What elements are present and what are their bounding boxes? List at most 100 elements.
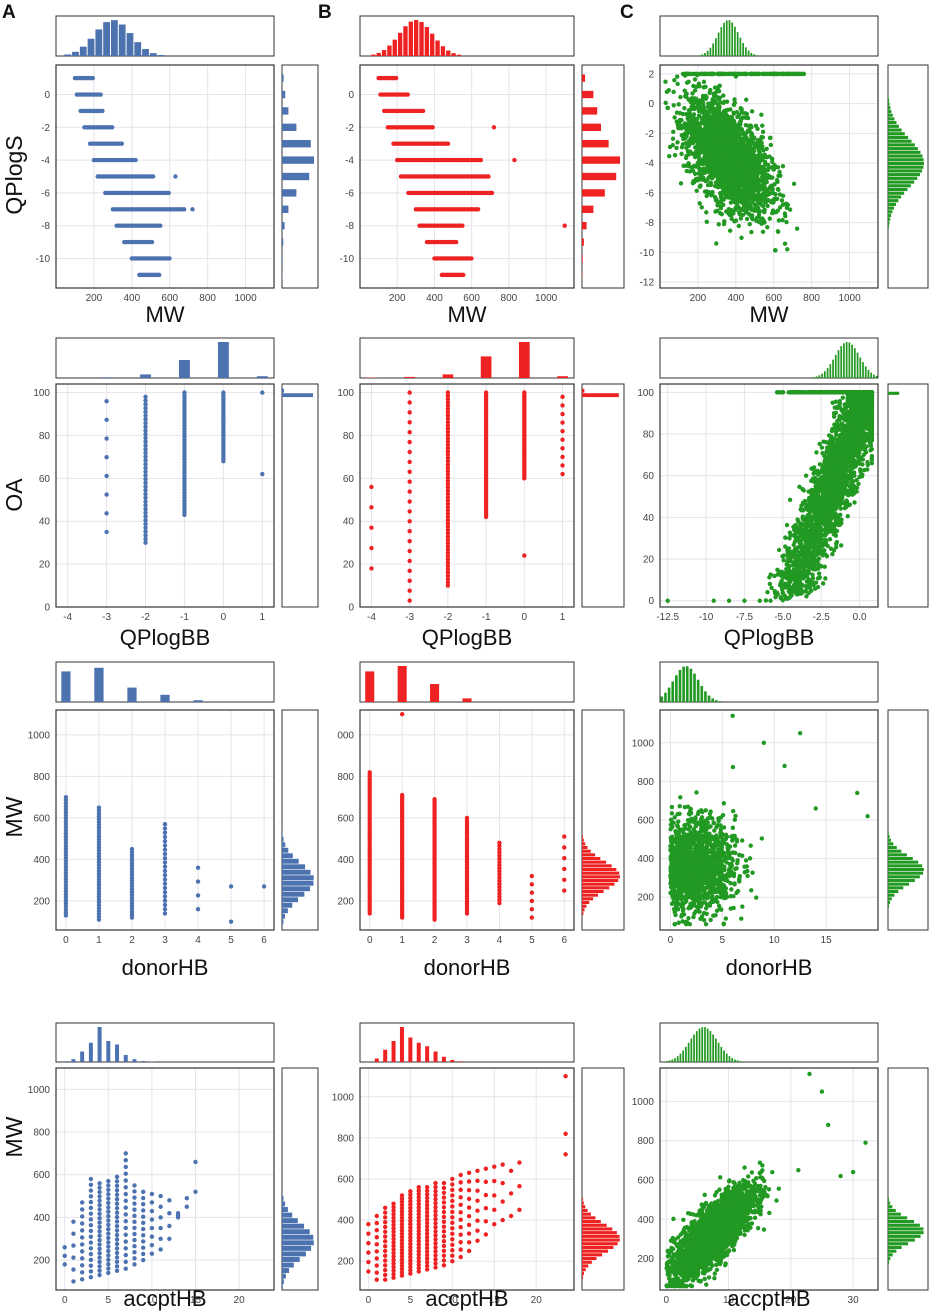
x-axis-label: QPlogBB [422, 625, 513, 650]
data-point [728, 200, 734, 205]
data-point [699, 161, 705, 167]
data-point [692, 77, 698, 82]
data-point [675, 74, 680, 79]
data-point [705, 123, 710, 129]
data-point [770, 175, 775, 180]
data-point [104, 417, 109, 423]
panel-label-c: C [620, 2, 634, 23]
data-point [709, 71, 714, 77]
data-point [683, 71, 689, 77]
data-point [770, 210, 775, 216]
data-point [684, 145, 689, 151]
data-point [747, 144, 752, 150]
histogram-bar [712, 43, 714, 56]
data-point [757, 146, 762, 151]
data-point [771, 197, 777, 202]
data-point [737, 187, 742, 192]
data-point [445, 141, 451, 146]
histogram-bar [179, 360, 190, 378]
data-point [407, 568, 412, 574]
x-tick-label: 1 [260, 612, 266, 623]
histogram-bar [282, 74, 284, 82]
marginal-y-bars [282, 74, 314, 279]
data-point [753, 171, 758, 176]
histogram-bar [414, 20, 419, 56]
y-tick-label: 100 [337, 388, 354, 399]
data-point [721, 93, 726, 98]
data-point [694, 84, 699, 89]
histogram-bar [704, 53, 706, 56]
x-tick-label: 1000 [838, 293, 861, 304]
data-point [739, 110, 745, 115]
y-tick-label: -10 [640, 248, 655, 259]
data-point [762, 186, 767, 192]
row-label-qplogs: QPlogS [1, 135, 27, 214]
histogram-bar [403, 26, 408, 56]
marginal-y-frame [581, 383, 625, 608]
data-point [692, 154, 698, 160]
data-point [712, 155, 718, 161]
data-point [781, 557, 786, 563]
x-axis-label: MW [447, 302, 486, 327]
data-point [749, 109, 755, 114]
data-point [784, 205, 790, 210]
data-point [791, 542, 796, 548]
data-point [715, 179, 720, 184]
plot-area [360, 384, 574, 607]
data-point [489, 190, 495, 196]
x-tick-label: 400 [123, 293, 140, 304]
data-point [724, 132, 729, 137]
data-point [728, 144, 733, 149]
data-point [109, 125, 115, 130]
data-point [689, 71, 694, 77]
histogram-bar [888, 106, 891, 110]
data-point [688, 139, 694, 145]
data-point [731, 110, 736, 115]
marginal-y-frame [281, 383, 319, 608]
data-point [478, 157, 484, 163]
histogram-bar [888, 202, 897, 206]
histogram-bar [103, 22, 110, 56]
data-point [740, 164, 745, 170]
data-point [741, 183, 746, 188]
data-point [407, 558, 412, 564]
data-point [704, 219, 709, 225]
row-label-mw-accept: MW [1, 1116, 27, 1157]
data-point [700, 127, 705, 133]
x-tick-label: 800 [501, 293, 518, 304]
data-point [725, 174, 731, 179]
data-point [729, 173, 735, 179]
data-point [698, 107, 703, 112]
marginal-x-bars [371, 20, 462, 57]
y-tick-label: 80 [343, 431, 355, 442]
y-tick-label: -8 [41, 221, 50, 232]
histogram-bar [456, 54, 462, 56]
data-point [157, 272, 162, 278]
data-point [776, 547, 782, 553]
data-point [680, 133, 685, 138]
data-point [775, 165, 781, 170]
data-point [749, 155, 754, 161]
data-point [785, 247, 790, 252]
histogram-bar [282, 254, 283, 263]
data-point [740, 155, 746, 160]
data-point [719, 153, 724, 159]
data-point [741, 187, 746, 192]
histogram-bar [87, 38, 95, 56]
data-point [720, 140, 726, 145]
data-point [707, 162, 713, 168]
data-point [679, 144, 685, 150]
data-point [98, 92, 103, 97]
data-point [757, 184, 762, 190]
plot-frame [359, 64, 575, 289]
data-point [104, 436, 109, 441]
histogram-bar [424, 27, 430, 56]
histogram-bar [888, 139, 912, 143]
data-point [684, 163, 689, 168]
data-point [727, 148, 732, 154]
data-point [840, 395, 846, 400]
data-point [703, 158, 708, 164]
data-point [756, 140, 761, 145]
marginal-x-frame [659, 15, 879, 57]
data-point [679, 151, 684, 157]
